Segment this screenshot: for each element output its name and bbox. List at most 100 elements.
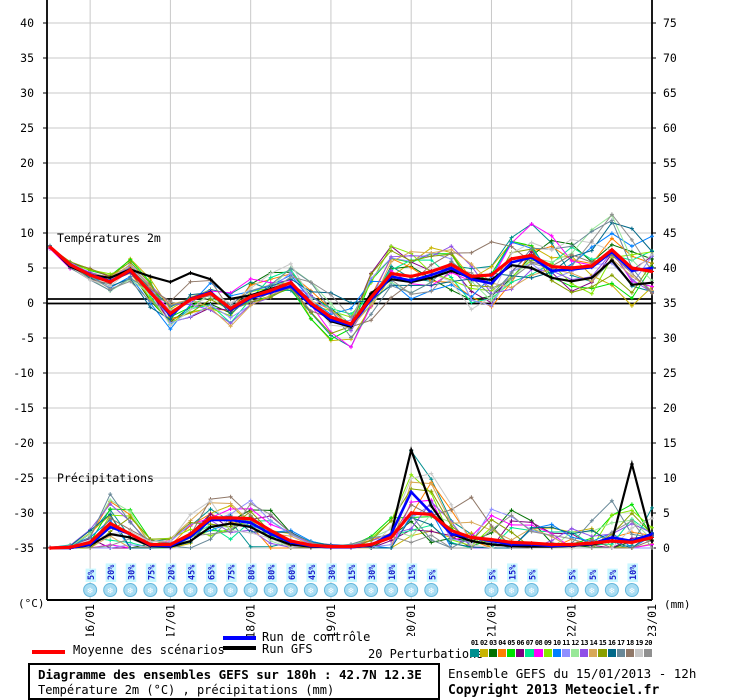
temp-tick-label: 0 bbox=[27, 296, 34, 310]
snow-probability-row: ❄ 5% ❄ 20% ❄ 30% ❄ 75% ❄ 20% ❄ 45% ❄ 65% ❄ 75% ❄ 80% ❄ 80% ❄… bbox=[83, 563, 639, 597]
temp-tick-label: -20 bbox=[13, 436, 34, 450]
snow-probability-highlight bbox=[386, 563, 398, 582]
snowflake-icon bbox=[484, 583, 499, 597]
run-info: Ensemble GEFS du 15/01/2013 - 12h bbox=[448, 666, 697, 681]
ensemble-mean-markers bbox=[48, 245, 654, 550]
snow-probability-highlight bbox=[105, 563, 117, 582]
snowflake-icon bbox=[223, 583, 238, 597]
snowflake-icon bbox=[83, 583, 98, 597]
precip-tick-label: 55 bbox=[663, 156, 677, 170]
snow-probability-label: 30% bbox=[368, 564, 378, 580]
date-label: 19/01 bbox=[324, 604, 338, 636]
temp-tick-label: 20 bbox=[20, 156, 34, 170]
snow-probability-label: 5% bbox=[428, 569, 438, 580]
perturbation-key-18: 18 bbox=[625, 639, 634, 657]
snow-probability-highlight bbox=[145, 563, 157, 582]
snow-probability-label: 5% bbox=[488, 569, 498, 580]
snow-probability-highlight bbox=[246, 563, 257, 582]
precip-tick-label: 5 bbox=[663, 506, 670, 520]
precip-tick-label: 40 bbox=[663, 261, 677, 275]
snow-probability-label-group: 5% bbox=[587, 568, 599, 582]
snowflake-glyph: ❄ bbox=[87, 587, 93, 597]
temp-tick-label: 35 bbox=[20, 51, 34, 65]
snowflake-glyph: ❄ bbox=[288, 587, 294, 597]
chart-subtitle: Température 2m (°C) , précipitations (mm… bbox=[38, 683, 335, 697]
perturbation-swatch bbox=[470, 649, 479, 657]
date-label-group: 23/01 bbox=[645, 604, 659, 636]
snow-probability-highlight bbox=[587, 568, 598, 582]
snowflake-glyph: ❄ bbox=[408, 587, 414, 597]
perturbation-number: 19 bbox=[635, 639, 643, 647]
precip-tick-label: 0 bbox=[663, 541, 670, 555]
perturbations-legend-label: 20 Perturbations bbox=[368, 647, 484, 661]
snow-probability-highlight bbox=[567, 568, 578, 582]
temp-axis-unit: (°C) bbox=[18, 597, 45, 610]
snowflake-icon bbox=[163, 583, 178, 597]
date-label-group: 18/01 bbox=[244, 604, 258, 636]
temp-tick-label: -30 bbox=[13, 506, 34, 520]
snow-probability-label-group: 5% bbox=[486, 568, 498, 582]
snow-probability-label: 20% bbox=[107, 564, 117, 580]
date-label: 17/01 bbox=[163, 604, 177, 636]
perturbation-swatch bbox=[589, 649, 598, 657]
chart-title: Diagramme des ensembles GEFS sur 180h : … bbox=[38, 667, 422, 682]
gfs-legend-swatch bbox=[223, 646, 256, 650]
precip-tick-label: 30 bbox=[663, 331, 677, 345]
date-label-group: 16/01 bbox=[83, 604, 97, 636]
perturbation-swatch bbox=[635, 649, 644, 657]
perturbation-number: 07 bbox=[525, 639, 534, 647]
perturbation-key-11: 11 bbox=[561, 639, 570, 657]
precip-axis-unit: (mm) bbox=[664, 598, 691, 611]
perturbation-swatch bbox=[598, 649, 607, 657]
precip-tick-label: 20 bbox=[663, 401, 677, 415]
perturbation-number: 12 bbox=[571, 639, 579, 647]
copyright: Copyright 2013 Meteociel.fr bbox=[448, 683, 660, 698]
perturbation-swatch bbox=[479, 649, 488, 657]
snowflake-icon bbox=[263, 583, 278, 597]
perturbation-number: 08 bbox=[534, 639, 543, 647]
snow-probability-label-group: 45% bbox=[185, 563, 197, 582]
snow-probability-highlight bbox=[226, 563, 237, 582]
snow-probability-label-group: 5% bbox=[426, 568, 438, 582]
snowflake-glyph: ❄ bbox=[609, 587, 615, 597]
perturbation-swatch bbox=[507, 649, 516, 657]
snow-probability-label: 10% bbox=[629, 564, 639, 580]
snowflake-icon bbox=[303, 583, 318, 597]
perturbations-color-key: 01 02 03 04 05 06 07 08 09 10 11 12 13 14 15 16 17 18 19 20 bbox=[470, 639, 653, 657]
snow-probability-highlight bbox=[306, 563, 317, 582]
main-series bbox=[48, 245, 654, 550]
snow-probability-highlight bbox=[185, 563, 197, 582]
snowflake-glyph: ❄ bbox=[388, 587, 394, 597]
snowflake-icon bbox=[564, 583, 579, 597]
perturbation-number: 11 bbox=[562, 639, 570, 647]
perturbation-number: 09 bbox=[543, 639, 552, 647]
precip-tick-label: 65 bbox=[663, 86, 677, 100]
snow-probability-label: 65% bbox=[208, 564, 218, 580]
snow-probability-highlight bbox=[85, 568, 97, 582]
snow-probability-label: 15% bbox=[408, 564, 418, 580]
date-label: 22/01 bbox=[565, 604, 579, 636]
temp-tick-label: -10 bbox=[13, 366, 34, 380]
perturbation-number: 14 bbox=[589, 639, 598, 647]
perturbation-swatch bbox=[644, 649, 653, 657]
perturbation-number: 13 bbox=[580, 639, 589, 647]
snowflake-icon bbox=[283, 583, 298, 597]
snow-probability-highlight bbox=[266, 563, 277, 582]
precip-tick-label: 70 bbox=[663, 51, 677, 65]
snow-probability-label-group: 75% bbox=[226, 563, 238, 582]
snow-probability-label-group: 45% bbox=[306, 563, 318, 582]
perturbation-key-19: 19 bbox=[635, 639, 644, 657]
temp-tick-label: -5 bbox=[20, 331, 34, 345]
perturbation-key-03: 03 bbox=[488, 639, 497, 657]
snowflake-glyph: ❄ bbox=[629, 587, 635, 597]
precipitation-section-label: Précipitations bbox=[57, 471, 154, 485]
perturbation-swatch bbox=[534, 649, 543, 657]
precip-tick-label: 75 bbox=[663, 16, 677, 30]
snowflake-glyph: ❄ bbox=[168, 587, 174, 597]
snow-probability-label-group: 80% bbox=[266, 563, 278, 582]
snowflake-icon bbox=[604, 583, 619, 597]
snowflake-icon bbox=[584, 583, 599, 597]
precip-tick-label: 15 bbox=[663, 436, 677, 450]
